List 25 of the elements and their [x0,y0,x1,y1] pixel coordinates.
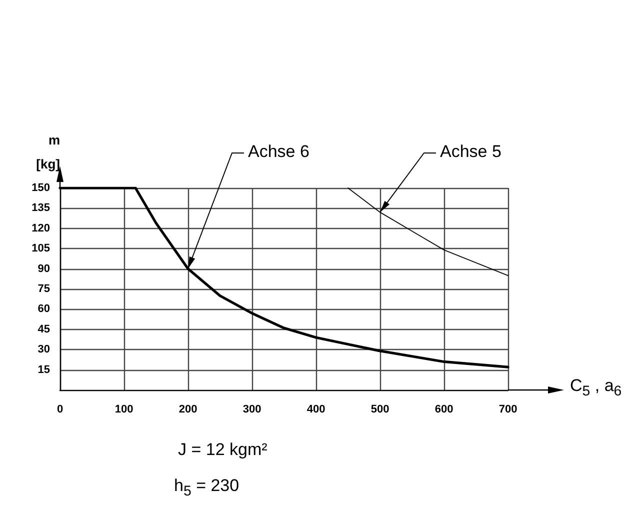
x-tick-label: 500 [370,404,390,416]
x-tick-label: 600 [434,404,454,416]
text: Achse 5 [440,142,502,162]
x-tick-label: 700 [498,404,518,416]
y-tick-label: 15 [38,364,50,376]
y-tick-label: 30 [38,344,50,356]
x-axis-title: C$_{5}$ , a$_{6}$ [570,376,622,400]
line-series [348,188,508,276]
text: Achse 6 [248,142,310,162]
x-tick-label: 0 [56,404,64,416]
y-axis-title: m [kg] [36,132,60,172]
x-tick-label: 200 [178,404,198,416]
y-tick-label: 45 [38,323,50,336]
y-tick-label: 75 [38,283,50,295]
y-tick-label: 90 [38,262,50,275]
text: h$_{5}$ = 230 [174,476,240,500]
y-tick-label: 150 [32,182,50,194]
x-tick-label: 400 [306,404,326,416]
y-tick-label: 60 [38,303,50,316]
text: J = 12 kgm² [178,440,268,460]
y-tick-label: 135 [32,202,50,214]
y-tick-label: 120 [32,222,50,234]
x-tick-label: 100 [114,404,134,416]
y-tick-label: 105 [32,242,50,255]
x-tick-label: 300 [242,404,262,416]
